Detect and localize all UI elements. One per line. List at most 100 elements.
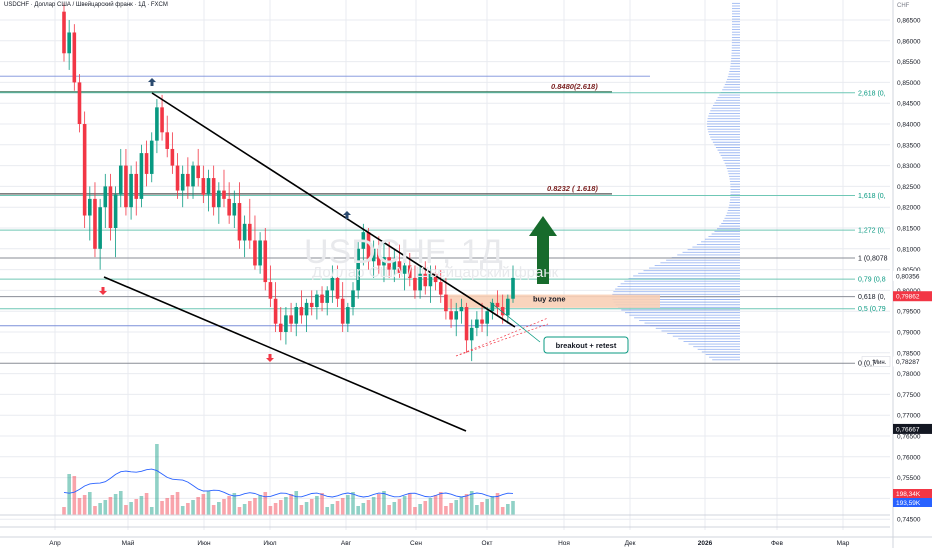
- low-marker-bg: [861, 356, 891, 367]
- fib-level-label: 0,5 (0,79: [858, 306, 886, 313]
- extra-price-tag-bg: [893, 423, 932, 434]
- candle-body: [469, 327, 474, 341]
- candle-body: [118, 165, 123, 195]
- candle-body: [222, 190, 226, 199]
- watermark-subtitle: Доллар США / Швейцарский франк: [312, 264, 559, 281]
- candle-body: [320, 294, 324, 303]
- volume-bar: [361, 503, 366, 515]
- callout-line: [489, 301, 541, 343]
- candle-body: [402, 265, 407, 274]
- volume-ma-line: [63, 468, 514, 498]
- candle-body: [340, 298, 345, 324]
- price-tick-label: 0,79500: [897, 309, 921, 316]
- volume-bar: [67, 474, 71, 515]
- symbol-title: USDCHF · Доллар США / Швейцарский франк …: [4, 2, 168, 8]
- volume-bar: [485, 499, 489, 515]
- volume-bar: [428, 498, 433, 515]
- price-tick-label: 0,83500: [897, 142, 921, 149]
- volume-bar: [438, 492, 443, 515]
- candle-body: [371, 248, 376, 262]
- volume-bar: [144, 493, 149, 515]
- price-tick-label: 0,86500: [897, 18, 921, 25]
- candle-body: [108, 186, 113, 228]
- candle-body: [490, 302, 495, 312]
- volume-bar: [103, 500, 108, 515]
- volume-bar: [186, 503, 190, 515]
- time-tick-label: Май: [122, 539, 135, 547]
- volume-bar: [459, 497, 464, 515]
- candle-body: [325, 290, 330, 303]
- volume-bar: [371, 497, 376, 515]
- volume-bar: [155, 444, 159, 515]
- price-tick-label: 0,83000: [897, 163, 921, 170]
- target-label-1: 0.8480(2.618): [551, 82, 598, 91]
- volume-tag-1-bg: [893, 489, 932, 498]
- volume-bar: [129, 502, 133, 515]
- volume-bar: [464, 494, 469, 515]
- candle-body: [464, 307, 469, 341]
- volume-bar: [211, 505, 216, 515]
- candle-body: [330, 277, 335, 291]
- volume-bar: [113, 494, 118, 515]
- volume-bar: [273, 503, 278, 515]
- candle-body: [413, 277, 417, 291]
- candle-body: [258, 240, 262, 266]
- candle-body: [366, 232, 371, 262]
- volume-bar: [222, 499, 226, 515]
- volume-bar: [175, 492, 180, 515]
- current-price-tag-bg: [893, 270, 932, 281]
- low-price-tag-bg: [893, 356, 932, 367]
- up-marker-icon: [148, 78, 156, 86]
- price-tick-label: 0,85500: [897, 59, 921, 66]
- volume-bar: [289, 494, 293, 515]
- candle-body: [506, 298, 510, 316]
- candle-body: [263, 240, 268, 283]
- fib-level-label: 0,618 (0,: [858, 294, 886, 301]
- price-tick-label: 0,86000: [897, 38, 921, 45]
- candle-body: [186, 173, 190, 187]
- candle-body: [495, 302, 500, 308]
- volume-bar: [490, 496, 495, 515]
- volume-bar: [232, 493, 237, 515]
- volume-bar: [284, 497, 288, 515]
- volume-bar: [366, 500, 371, 515]
- candle-body: [273, 298, 278, 324]
- watermark: USDCHF, 1Д: [304, 233, 503, 271]
- volume-bar: [402, 496, 407, 515]
- candle-body: [113, 194, 118, 228]
- volume-tag-2: 193,59K: [896, 500, 921, 507]
- volume-bar: [206, 491, 211, 515]
- candle-body: [268, 282, 273, 299]
- volume-bar: [304, 502, 309, 515]
- volume-bar: [160, 501, 164, 515]
- candle-body: [299, 307, 304, 316]
- volume-bar: [444, 506, 448, 515]
- candle-body: [88, 198, 92, 216]
- price-tick-label: 0,82000: [897, 205, 921, 212]
- volume-bar: [413, 507, 417, 515]
- volume-profile: [612, 2, 740, 361]
- volume-bar: [247, 501, 252, 515]
- candle-body: [433, 273, 438, 283]
- candle-body: [382, 257, 386, 266]
- volume-bar: [62, 507, 66, 515]
- fib-level-label: 1,618 (0,: [858, 193, 886, 200]
- volume-bar: [387, 505, 391, 515]
- volume-bar: [325, 507, 330, 515]
- candle-body: [160, 107, 164, 133]
- buy-zone-rect: [447, 294, 660, 308]
- extra-price-tag: 0,76667: [896, 426, 920, 433]
- candle-body: [191, 165, 195, 187]
- buy-zone-box: [447, 294, 660, 308]
- volume-bar: [407, 493, 412, 515]
- volume-bar: [170, 495, 175, 515]
- grid-lines: [0, 0, 890, 530]
- volume-bar: [449, 503, 453, 515]
- candle-body: [500, 307, 505, 316]
- price-tick-label: 0,75500: [897, 475, 921, 482]
- volume-bar: [397, 499, 402, 515]
- volume-bar: [392, 502, 397, 515]
- candle-body: [335, 277, 340, 299]
- buy-zone-label: buy zone: [533, 295, 566, 304]
